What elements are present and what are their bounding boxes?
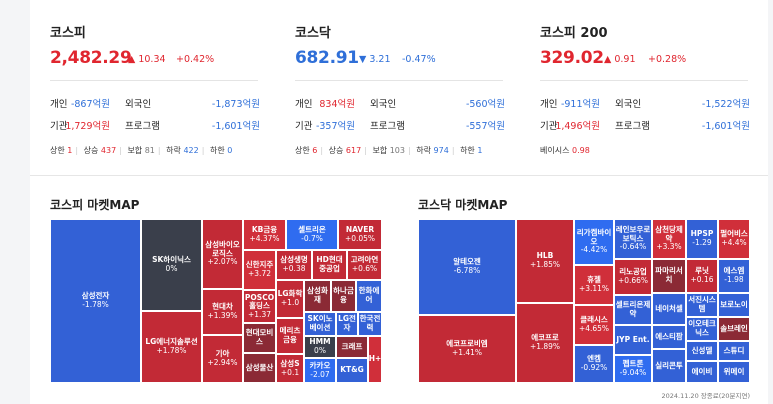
- kospi200-card[interactable]: 코스피 200 329.02 ▲ 0.91 +0.28% 개인 -911억원 외국…: [540, 12, 765, 162]
- map-tile[interactable]: HLB +1.85%: [516, 219, 574, 303]
- map-tile[interactable]: 카카오 -2.07: [304, 358, 336, 383]
- map-tile[interactable]: KB금융 +4.37%: [243, 219, 286, 250]
- index-name: 코스피: [50, 26, 86, 41]
- map-tile[interactable]: 신성델: [686, 341, 718, 361]
- map-tile[interactable]: 보로노이: [718, 293, 750, 317]
- map-tile[interactable]: 알테오젠 -6.78%: [418, 219, 516, 315]
- index-name: 코스피 200: [540, 26, 608, 41]
- map-tile[interactable]: 이오테크닉스: [686, 317, 718, 341]
- market-panel: 코스피 2,482.29 ▲ 10.34 +0.42% 개인 -867억원 외국인…: [30, 0, 768, 404]
- map-tile[interactable]: 에코프로비엠 +1.41%: [418, 315, 516, 383]
- map-tile[interactable]: 메리츠금융: [276, 318, 304, 354]
- map-tile[interactable]: 현대모비스: [243, 323, 276, 353]
- timestamp: 2024.11.20 장종료(20분지연): [661, 392, 750, 400]
- index-rate: +0.28%: [648, 54, 687, 65]
- kospi-map-title: 코스피 마켓MAP: [50, 198, 140, 212]
- kospi-card[interactable]: 코스피 2,482.29 ▲ 10.34 +0.42% 개인 -867억원 외국인…: [50, 12, 275, 162]
- map-tile[interactable]: 삼성S +0.1: [276, 354, 304, 383]
- map-tile[interactable]: 고려아연 +0.6%: [347, 250, 382, 280]
- section-divider: [30, 175, 768, 176]
- map-tile[interactable]: 현대차 +1.39%: [202, 289, 243, 335]
- map-tile[interactable]: 에코프로 +1.89%: [516, 303, 574, 383]
- map-tile[interactable]: HPSP -1.29: [686, 219, 718, 259]
- map-tile[interactable]: SK이노베이션: [304, 312, 336, 336]
- index-name: 코스닥: [295, 26, 331, 41]
- map-tile[interactable]: 서진시스템: [686, 293, 718, 317]
- map-tile[interactable]: HD현대중공업: [312, 250, 347, 280]
- index-change: ▲ 0.91: [604, 54, 636, 65]
- map-tile[interactable]: 크래프: [336, 336, 368, 358]
- map-tile[interactable]: 네이처셀: [652, 293, 686, 325]
- map-tile[interactable]: 리가켐바이오 -4.42%: [574, 219, 614, 265]
- map-tile[interactable]: 스튜디: [718, 341, 750, 361]
- map-tile[interactable]: NAVER +0.05%: [338, 219, 382, 250]
- map-tile[interactable]: 삼성물산: [243, 353, 276, 383]
- index-value: 2,482.29: [50, 48, 132, 68]
- index-value: 682.91: [295, 48, 359, 68]
- map-tile[interactable]: 삼성화재: [304, 280, 331, 312]
- map-tile[interactable]: H+: [368, 336, 382, 383]
- down-arrow-icon: ▼: [359, 54, 367, 65]
- up-arrow-icon: ▲: [604, 54, 612, 65]
- map-tile[interactable]: 펩트론 -9.04%: [614, 355, 652, 383]
- index-value: 329.02: [540, 48, 604, 68]
- map-tile[interactable]: POSCO홀딩스 +1.37: [243, 290, 276, 323]
- map-tile[interactable]: 클래시스 +4.65%: [574, 305, 614, 345]
- map-tile[interactable]: 실리콘투: [652, 349, 686, 383]
- map-tile[interactable]: 휴젤 +3.11%: [574, 265, 614, 305]
- divider: [50, 80, 258, 81]
- map-tile[interactable]: 펄어비스 +4.4%: [718, 219, 750, 259]
- map-tile[interactable]: LG화학 +1.0: [276, 280, 304, 318]
- map-tile[interactable]: 삼천당제약 +3.3%: [652, 219, 686, 259]
- map-tile[interactable]: 엔켐 -0.92%: [574, 345, 614, 383]
- map-tile[interactable]: HMM 0%: [304, 336, 336, 358]
- kosdaq-card[interactable]: 코스닥 682.91 ▼ 3.21 -0.47% 개인 834억원 외국인 -560…: [295, 12, 520, 162]
- map-tile[interactable]: 리노공업 +0.66%: [614, 259, 652, 295]
- index-rate: +0.42%: [176, 54, 215, 65]
- up-arrow-icon: ▲: [128, 54, 136, 65]
- map-tile[interactable]: KT&G: [336, 358, 368, 383]
- map-tile[interactable]: JYP Ent.: [614, 325, 652, 355]
- map-tile[interactable]: SK하이닉스 0%: [141, 219, 202, 311]
- map-tile[interactable]: 에이비: [686, 361, 718, 383]
- map-tile[interactable]: 삼성바이오로직스 +2.07%: [202, 219, 243, 289]
- basis: 베이시스 0.98: [540, 146, 590, 155]
- divider: [295, 80, 503, 81]
- map-tile[interactable]: LG전자: [336, 312, 358, 336]
- index-change: ▼ 3.21: [359, 54, 391, 65]
- advance-decline: 상한 6 | 상승 617 | 보합 103 | 하락 974 | 하한 1: [295, 146, 483, 155]
- map-tile[interactable]: 한화에어: [356, 280, 382, 312]
- map-tile[interactable]: 삼성전자 -1.78%: [50, 219, 141, 383]
- map-tile[interactable]: 한국전력: [358, 312, 382, 336]
- kosdaq-map-title: 코스닥 마켓MAP: [418, 198, 508, 212]
- map-tile[interactable]: 셀트리온제약: [614, 295, 652, 325]
- map-tile[interactable]: 솔브레인: [718, 317, 750, 341]
- kospi-market-map: 삼성전자 -1.78% SK하이닉스 0% LG에너지솔루션 +1.78% 삼성바이오…: [50, 219, 382, 383]
- kosdaq-market-map: 알테오젠 -6.78% 에코프로비엠 +1.41% HLB +1.85% 에코프로 +1…: [418, 219, 750, 383]
- map-tile[interactable]: 삼성생명 +0.38: [276, 250, 312, 280]
- advance-decline: 상한 1 | 상승 437 | 보합 81 | 하락 422 | 하한 0: [50, 146, 233, 155]
- map-tile[interactable]: 레인보우로보틱스 -0.64%: [614, 219, 652, 259]
- map-tile[interactable]: 기아 +2.94%: [202, 335, 243, 383]
- map-tile[interactable]: 신한지주 +3.72: [243, 250, 276, 290]
- map-tile[interactable]: LG에너지솔루션 +1.78%: [141, 311, 202, 383]
- map-tile[interactable]: 루닛 +0.16: [686, 259, 718, 293]
- map-tile[interactable]: 에스티팜: [652, 325, 686, 349]
- map-tile[interactable]: 에스엠 -1.98: [718, 259, 750, 293]
- index-rate: -0.47%: [402, 54, 436, 65]
- map-tile[interactable]: 파마리서치: [652, 259, 686, 293]
- map-tile[interactable]: 하나금융: [331, 280, 356, 312]
- map-tile[interactable]: 위메이: [718, 361, 750, 383]
- index-change: ▲ 10.34: [128, 54, 166, 65]
- map-tile[interactable]: 셀트리온 -0.7%: [286, 219, 338, 250]
- divider: [540, 80, 748, 81]
